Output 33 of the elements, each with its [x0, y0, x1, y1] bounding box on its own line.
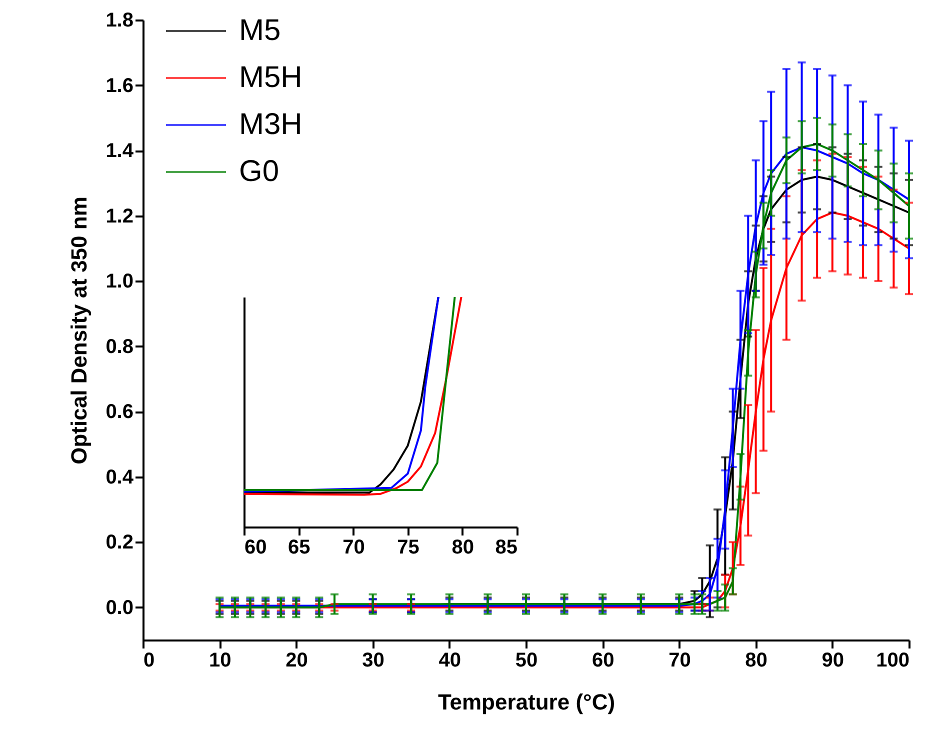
legend-label: G0 [239, 155, 280, 188]
y-tick-label: 1.8 [106, 10, 134, 32]
y-tick-label: 1.6 [106, 74, 134, 97]
legend-label: M5H [239, 61, 302, 94]
y-tick-label: 0.4 [106, 466, 134, 488]
x-tick-label: 60 [244, 536, 267, 558]
legend-label: M5 [239, 14, 281, 47]
y-tick-label: 1.0 [106, 270, 134, 293]
y-tick-label: 0.2 [106, 532, 134, 554]
x-tick-label: 80 [452, 536, 474, 558]
x-tick-label: 100 [876, 650, 910, 672]
x-tick-label: 70 [668, 650, 691, 672]
x-tick-label: 10 [208, 650, 232, 672]
x-tick-label: 20 [286, 650, 308, 672]
x-tick-label: 30 [362, 650, 384, 672]
x-tick-label: 70 [342, 536, 365, 558]
y-tick-label: 0.0 [106, 596, 134, 619]
x-tick-label: 85 [495, 536, 518, 558]
x-tick-label: 75 [397, 536, 420, 558]
y-tick-label: 0.8 [106, 336, 134, 358]
y-tick-label: 1.2 [106, 205, 134, 228]
x-tick-label: 0 [144, 650, 155, 672]
x-tick-label: 90 [822, 650, 844, 672]
legend-label: M3H [239, 108, 302, 141]
x-tick-label: 50 [515, 650, 538, 672]
x-tick-label: 60 [592, 650, 614, 672]
y-axis-title: Optical Density at 350 nm [66, 196, 92, 464]
y-tick-label: 0.6 [106, 401, 134, 424]
x-tick-label: 80 [745, 650, 768, 672]
x-tick-label: 40 [438, 650, 462, 672]
y-tick-label: 1.4 [106, 140, 134, 162]
x-axis-title: Temperature (°C) [438, 690, 616, 714]
x-tick-label: 65 [288, 536, 310, 558]
